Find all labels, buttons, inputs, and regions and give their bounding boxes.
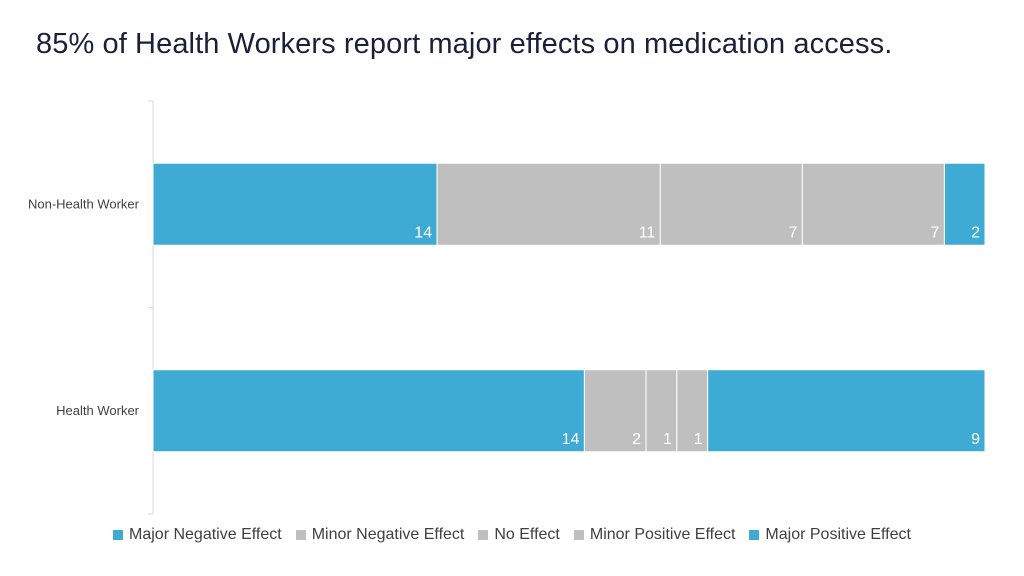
legend-swatch [749, 530, 760, 540]
bar-segment [707, 369, 986, 453]
bar-segment [152, 369, 585, 453]
data-label: 11 [639, 224, 656, 241]
bar-segment [801, 162, 945, 246]
data-label: 14 [414, 224, 432, 241]
category-label: Health Worker [56, 403, 140, 418]
legend-label: No Effect [494, 526, 560, 543]
data-label: 1 [694, 431, 703, 448]
bar-segment [676, 369, 709, 453]
legend-swatch [478, 530, 489, 540]
legend-item: Minor Negative Effect [295, 526, 465, 544]
data-label: 2 [632, 431, 641, 448]
legend-item: Major Positive Effect [749, 526, 911, 544]
bar-segment [943, 162, 986, 246]
legend-swatch [113, 530, 124, 540]
bar-segment [645, 369, 678, 453]
legend-swatch [295, 530, 306, 540]
data-label: 14 [562, 431, 580, 448]
legend-label: Minor Negative Effect [311, 526, 465, 543]
bar-segment [436, 162, 661, 246]
bar-segment [659, 162, 803, 246]
legend-item: No Effect [478, 526, 560, 544]
data-label: 2 [971, 224, 980, 241]
bar-segment [583, 369, 647, 453]
data-label: 1 [663, 431, 672, 448]
data-label: 7 [788, 224, 797, 241]
bar-segment [152, 162, 438, 246]
legend-swatch [573, 530, 584, 540]
data-label: 9 [971, 431, 980, 448]
legend-label: Minor Positive Effect [589, 526, 736, 543]
category-label: Non-Health Worker [28, 196, 140, 211]
legend-item: Major Negative Effect [113, 526, 282, 544]
chart-title: 85% of Health Workers report major effec… [36, 28, 893, 60]
chart-legend: Major Negative Effect Minor Negative Effe… [0, 526, 1024, 544]
legend-item: Minor Positive Effect [573, 526, 736, 544]
legend-label: Major Positive Effect [765, 526, 911, 543]
legend-label: Major Negative Effect [129, 526, 282, 543]
data-label: 7 [931, 224, 940, 241]
